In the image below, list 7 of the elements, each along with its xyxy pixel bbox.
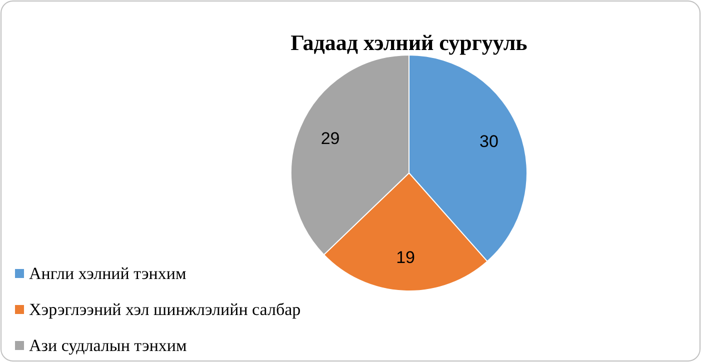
- chart-title: Гадаад хэлний сургууль: [290, 30, 528, 55]
- data-label: 29: [320, 128, 340, 148]
- data-label: 19: [396, 248, 416, 267]
- data-label: 30: [480, 132, 498, 152]
- legend-label: Ази судлалын тэнхим: [29, 336, 188, 355]
- legend-label: Хэрэглээний хэл шинжлэлийн салбар: [29, 300, 301, 319]
- legend-label: Англи хэлний тэнхим: [29, 264, 186, 283]
